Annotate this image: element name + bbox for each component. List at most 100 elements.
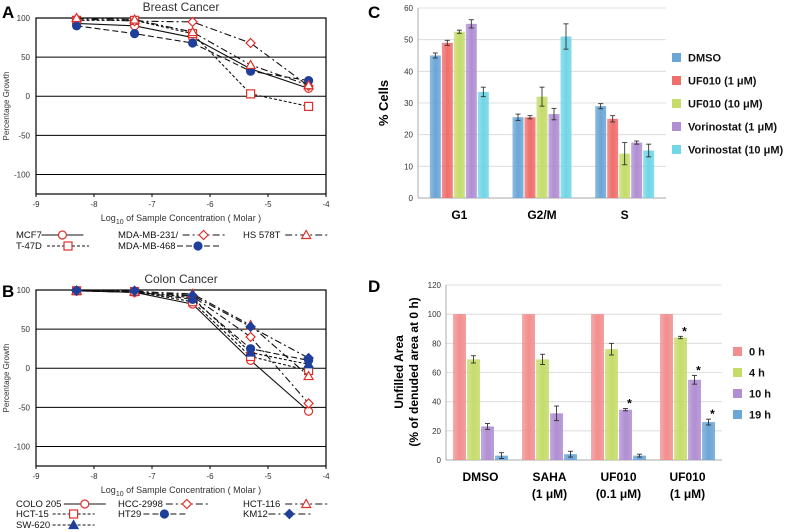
bar [522, 314, 535, 460]
legend-marker [68, 509, 79, 519]
category-sublabel: (0.1 μM) [596, 487, 641, 501]
y-tick-label: 20 [404, 131, 413, 140]
bar [548, 114, 560, 198]
y-tick-label: 50 [404, 36, 413, 45]
panel-letter-a: A [2, 3, 14, 22]
y-tick-label: 120 [428, 281, 442, 290]
y-tick-label: 50 [21, 53, 30, 62]
bar [591, 314, 604, 460]
panel-letter-b: B [2, 282, 14, 301]
bar [688, 379, 701, 460]
data-point [245, 37, 256, 49]
y-tick-label: 60 [432, 369, 441, 378]
legend-label: MDA-MB-231/ [118, 230, 179, 241]
plot-frame [35, 17, 327, 195]
bar [524, 117, 536, 198]
legend-marker [57, 230, 68, 240]
x-tick-label: -8 [90, 472, 98, 481]
legend-marker [63, 241, 73, 251]
bar [453, 314, 466, 460]
x-axis-label-part: Log [101, 213, 116, 223]
y-tick-label: 0 [409, 194, 414, 203]
significance-star: * [682, 324, 687, 338]
bar [607, 118, 619, 198]
data-point [303, 352, 314, 364]
legend-label: HCT-116 [243, 499, 280, 510]
data-point [246, 344, 256, 354]
legend-label: Vorinostat (10 μM) [688, 145, 783, 157]
data-point [188, 38, 198, 48]
legend-label: 10 h [749, 389, 771, 401]
legend-label: SW-620 [16, 520, 50, 531]
y-tick-label: -100 [14, 442, 31, 451]
category-label: S [621, 208, 629, 222]
bar [643, 150, 655, 198]
legend-marker [284, 508, 295, 520]
x-tick-label: -4 [322, 472, 330, 481]
y-axis-label: Percentage Growth [2, 344, 11, 413]
bar [633, 455, 646, 460]
category-label: G2/M [527, 208, 556, 222]
data-point [71, 285, 82, 297]
legend-label: DMSO [688, 53, 721, 65]
x-tick-label: -4 [322, 200, 330, 209]
legend-swatch [733, 347, 742, 356]
legend-label: 19 h [749, 410, 771, 422]
y-tick-label: -50 [18, 131, 30, 140]
bar [453, 31, 465, 198]
data-point [129, 13, 141, 24]
data-point [303, 398, 314, 409]
x-tick-label: -9 [32, 200, 40, 209]
legend-label: HCC-2998 [118, 499, 163, 510]
legend-label: HS 578T [243, 230, 281, 241]
legend-swatch [672, 145, 681, 154]
legend-marker [300, 229, 312, 240]
category-label: DMSO [463, 470, 499, 484]
data-point [303, 370, 315, 381]
data-point [246, 89, 256, 99]
significance-star: * [696, 363, 701, 377]
x-tick-label: -5 [264, 200, 272, 209]
data-point [187, 290, 198, 301]
panel-c-cell-cycle-chart: 0 10 20 30 40 50 60 G1 G2/M S % Cells DMSO UF010 (1 … [376, 4, 783, 222]
legend-marker [193, 241, 203, 251]
y-tick-label: 60 [404, 4, 413, 13]
bar [631, 142, 643, 198]
legend-label: MCF7 [16, 230, 42, 241]
bar [477, 91, 489, 198]
panel-a-breast-cancer-chart: Breast Cancer 100 50 0 -50 -100 -9 -8 -7 -6 -5 -4 Pe… [2, 0, 330, 252]
y-axis-label: Percentage Growth [2, 72, 11, 141]
bar [605, 349, 618, 460]
data-point [245, 59, 257, 70]
category-sublabel: (1 μM) [670, 487, 705, 501]
x-axis-label: Log10 of Sample Concentration ( Molar ) [101, 485, 261, 498]
x-axis-label-part: of Sample Concentration ( Molar ) [124, 213, 262, 223]
bar [512, 117, 524, 198]
legend-label: HT29 [118, 509, 141, 520]
category-label: SAHA [532, 470, 566, 484]
data-point [303, 79, 315, 90]
data-point [130, 29, 140, 39]
x-tick-label: -6 [206, 200, 214, 209]
legend-label: T-47D [16, 241, 42, 252]
category-label: UF010 [600, 470, 636, 484]
significance-star: * [710, 407, 715, 421]
legend-marker [159, 509, 169, 519]
legend-label: COLO 205 [16, 499, 61, 510]
significance-star: * [627, 397, 632, 411]
legend-swatch [733, 410, 742, 419]
bar [619, 409, 632, 460]
legend-label: UF010 (10 μM) [688, 99, 763, 111]
y-axis-label-secondary: (% of denuded area at 0 h) [407, 297, 421, 446]
x-tick-label: -8 [90, 200, 98, 209]
y-tick-label: 40 [432, 398, 441, 407]
x-tick-label: -7 [148, 200, 156, 209]
y-tick-label: 50 [21, 325, 30, 334]
y-axis-label: % Cells [376, 80, 391, 126]
category-sublabel: (1 μM) [532, 487, 567, 501]
bar [660, 314, 673, 460]
x-axis-label-part: Log [101, 485, 116, 495]
y-tick-label: 20 [432, 427, 441, 436]
bar [560, 36, 572, 198]
